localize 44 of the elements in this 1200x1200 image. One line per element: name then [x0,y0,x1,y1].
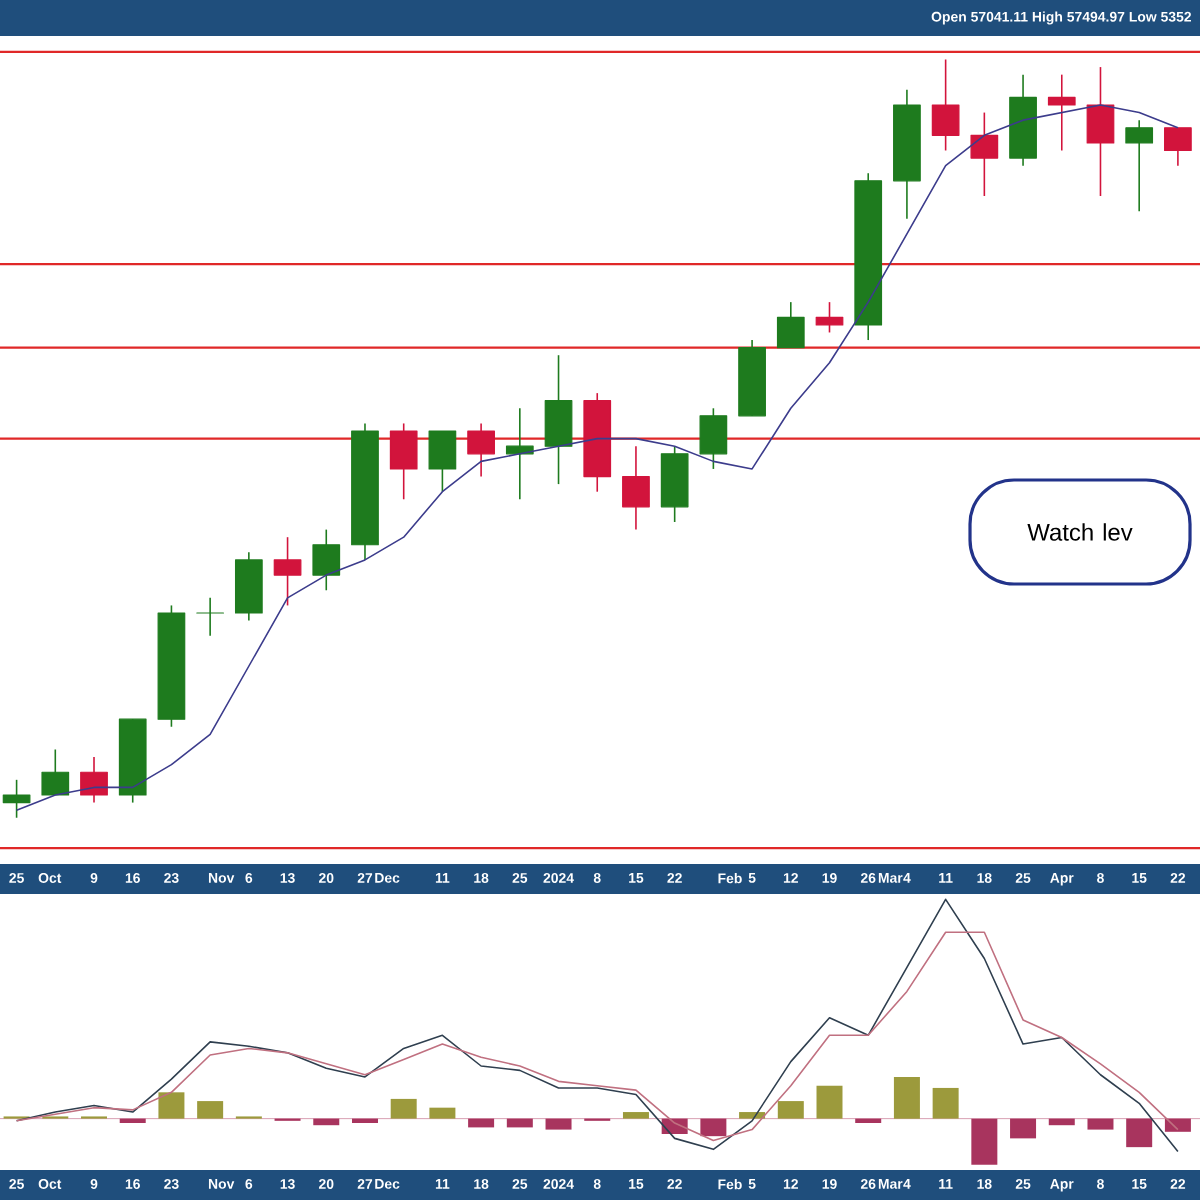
candlestick [80,756,108,804]
bar [468,1118,495,1128]
candlestick [273,536,302,607]
bar [429,1107,456,1119]
candlestick [196,597,225,637]
candlestick [389,422,418,501]
candlestick [467,422,495,478]
candlestick [776,301,805,349]
candlestick [1125,119,1154,212]
bar [506,1118,533,1128]
bar [622,1112,649,1119]
bar [855,1118,882,1124]
bar [971,1118,998,1165]
annotation: Watch lev [1027,523,1133,541]
candlestick [699,407,728,470]
candlestick [1047,73,1076,152]
bar [119,1118,146,1124]
bar [197,1101,224,1119]
candlestick [544,354,573,485]
bar [932,1087,959,1119]
bar [893,1076,920,1119]
bar [545,1118,572,1130]
candlestick [41,748,70,796]
candlestick [970,111,999,197]
bar [313,1118,340,1126]
bar [158,1092,185,1119]
bar [1164,1118,1191,1132]
bar [390,1098,417,1119]
bar [1010,1118,1037,1139]
candlestick [815,301,844,334]
candlestick [622,445,650,531]
candlestick [428,430,457,493]
bar [700,1118,727,1137]
bar [351,1118,378,1124]
bar [1126,1118,1153,1148]
bar [1048,1118,1075,1126]
bar [816,1085,843,1119]
candlestick [1086,66,1115,197]
bar [1087,1118,1114,1130]
candlestick [312,528,341,592]
candlestick [931,58,960,152]
candlestick [2,779,31,819]
bar [777,1101,804,1119]
candlestick [1164,126,1192,167]
